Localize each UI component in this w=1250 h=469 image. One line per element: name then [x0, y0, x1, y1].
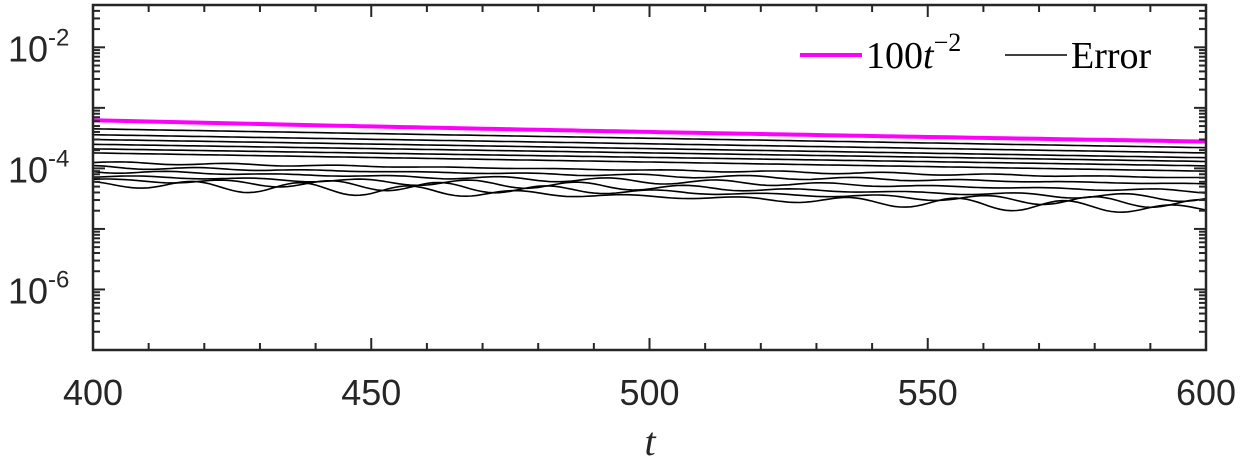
error-curve-1	[93, 128, 1206, 149]
error-curve-3	[93, 138, 1206, 159]
x-tick-label: 450	[341, 372, 401, 413]
axes-box	[91, 3, 1208, 352]
ticks: 400 450 500 550 600 10-2 10-4 10-6	[8, 4, 1236, 413]
reference-line-100t-2	[93, 118, 1206, 144]
x-tick-label: 400	[63, 372, 123, 413]
legend: 100t−2 Error	[800, 28, 1152, 77]
error-curve-9	[93, 170, 1206, 194]
legend-label-reference: 100t−2	[866, 28, 961, 77]
axes	[91, 3, 1208, 352]
x-tick-label: 550	[898, 372, 958, 413]
error-curve-5	[93, 148, 1206, 167]
error-curve-8	[93, 164, 1206, 185]
x-axis-label: t	[644, 419, 656, 464]
error-curve-2	[93, 133, 1206, 154]
error-curve-6	[93, 152, 1206, 172]
error-curve-10	[93, 175, 1206, 203]
plot-area	[93, 118, 1206, 214]
x-tick-label: 600	[1176, 372, 1236, 413]
legend-label-error: Error	[1071, 35, 1152, 77]
y-tick-label: 10-2	[8, 24, 69, 69]
error-curve-12	[93, 180, 1206, 214]
y-tick-label: 10-4	[8, 145, 69, 190]
error-curve-7	[93, 161, 1206, 179]
x-tick-label: 500	[619, 372, 679, 413]
error-curve-4	[93, 143, 1206, 163]
y-tick-label: 10-6	[8, 266, 69, 311]
